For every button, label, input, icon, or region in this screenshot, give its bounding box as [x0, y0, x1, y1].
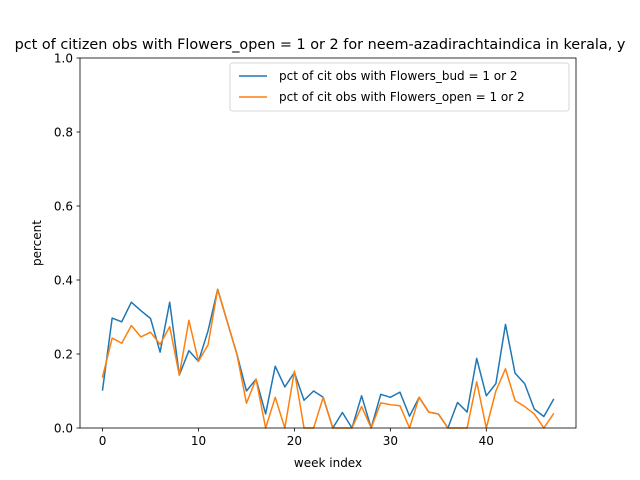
y-tick-label: 0.2: [54, 348, 73, 362]
chart-title: pct of citizen obs with Flowers_open = 1…: [15, 37, 626, 53]
x-tick-label: 10: [191, 434, 206, 448]
y-tick-label: 0.6: [54, 200, 73, 214]
x-axis-label: week index: [294, 456, 362, 470]
y-axis-label: percent: [30, 220, 44, 266]
series-layer: [101, 288, 555, 429]
plot-area: [80, 58, 576, 428]
legend-label-open: pct of cit obs with Flowers_open = 1 or …: [279, 90, 525, 104]
y-tick-label: 0.8: [54, 126, 73, 140]
y-tick-label: 0.4: [54, 274, 73, 288]
y-tick-label: 1.0: [54, 52, 73, 66]
legend-label-bud: pct of cit obs with Flowers_bud = 1 or 2: [279, 69, 518, 83]
y-tick-label: 0.0: [54, 422, 73, 436]
y-axis-ticks: 0.0 0.2 0.4 0.6 0.8 1.0: [54, 52, 80, 436]
x-axis-ticks: 0 10 20 30 40: [99, 428, 494, 448]
legend-box: [229, 62, 570, 112]
legend: pct of cit obs with Flowers_bud = 1 or 2…: [229, 62, 570, 112]
x-tick-label: 30: [383, 434, 398, 448]
plot-frame: [79, 57, 577, 429]
series-line-open: [101, 288, 555, 429]
x-tick-label: 0: [99, 434, 107, 448]
x-tick-label: 20: [287, 434, 302, 448]
x-tick-label: 40: [479, 434, 494, 448]
